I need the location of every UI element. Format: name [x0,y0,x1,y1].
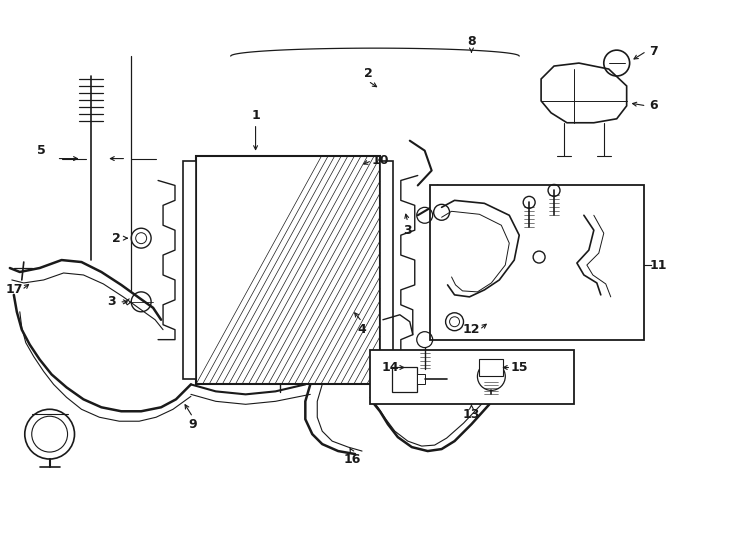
Text: 1: 1 [251,109,260,122]
Text: 3: 3 [107,295,116,308]
Bar [183,160,196,380]
Text: 6: 6 [649,99,658,112]
Bar [370,349,574,404]
Text: 13: 13 [462,408,480,421]
Bar [429,185,644,340]
Text: 3: 3 [404,224,412,237]
Text: 15: 15 [510,361,528,374]
Text: 8: 8 [467,35,476,48]
Text: 16: 16 [344,453,361,465]
Text: 2: 2 [363,66,372,79]
Text: 4: 4 [357,323,366,336]
Text: 12: 12 [462,323,480,336]
Text: 17: 17 [5,284,23,296]
Text: 5: 5 [37,144,46,157]
Bar [479,359,504,376]
Bar [417,374,425,384]
Text: 10: 10 [371,154,389,167]
Bar [196,156,380,384]
Bar [380,160,393,380]
Text: 7: 7 [649,45,658,58]
Bar [392,368,417,393]
Text: 11: 11 [650,259,667,272]
Text: 9: 9 [189,418,197,431]
Text: 14: 14 [381,361,399,374]
Text: 2: 2 [112,232,120,245]
